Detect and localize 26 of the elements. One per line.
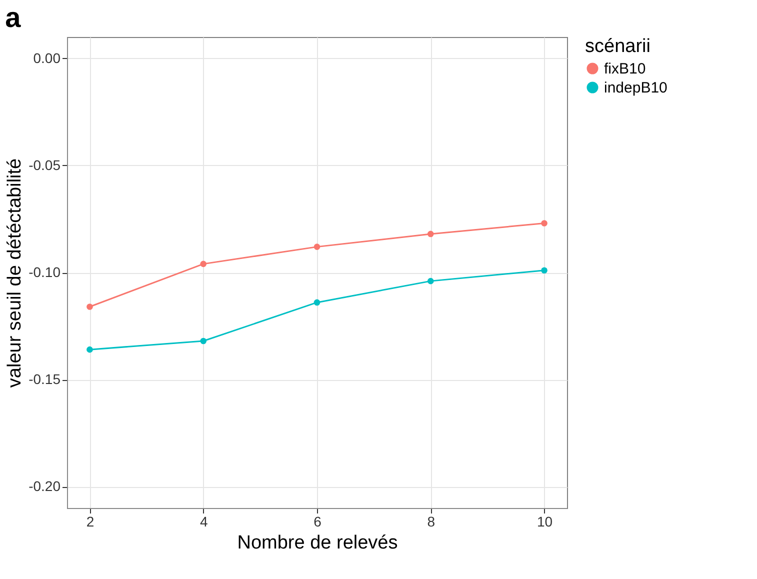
chart-title: a <box>5 2 22 33</box>
y-tick-label: 0.00 <box>33 50 61 66</box>
point <box>200 338 207 344</box>
point <box>86 304 93 310</box>
point <box>541 220 548 226</box>
point <box>427 278 434 284</box>
legend-title: scénarii <box>585 36 650 57</box>
x-tick-label: 4 <box>200 514 208 530</box>
point <box>314 299 320 306</box>
point <box>314 244 320 250</box>
y-tick-label: -0.10 <box>28 264 61 280</box>
x-axis-title: Nombre de relevés <box>237 532 398 554</box>
point <box>200 260 207 268</box>
x-tick-label: 6 <box>314 514 322 530</box>
legend-label: fixB10 <box>604 60 646 78</box>
point <box>427 230 434 238</box>
x-tick-label: 10 <box>536 514 553 530</box>
y-tick-label: -0.05 <box>28 156 61 173</box>
y-axis-title: valeur seuil de détéctabilité <box>4 158 26 388</box>
x-tick-label: 8 <box>427 514 436 530</box>
point <box>86 346 93 353</box>
legend-label: indepB10 <box>604 80 668 96</box>
x-tick-label: 2 <box>86 514 94 530</box>
point <box>541 267 548 274</box>
y-tick-label: -0.20 <box>28 478 61 494</box>
y-tick-label: -0.15 <box>28 371 61 388</box>
